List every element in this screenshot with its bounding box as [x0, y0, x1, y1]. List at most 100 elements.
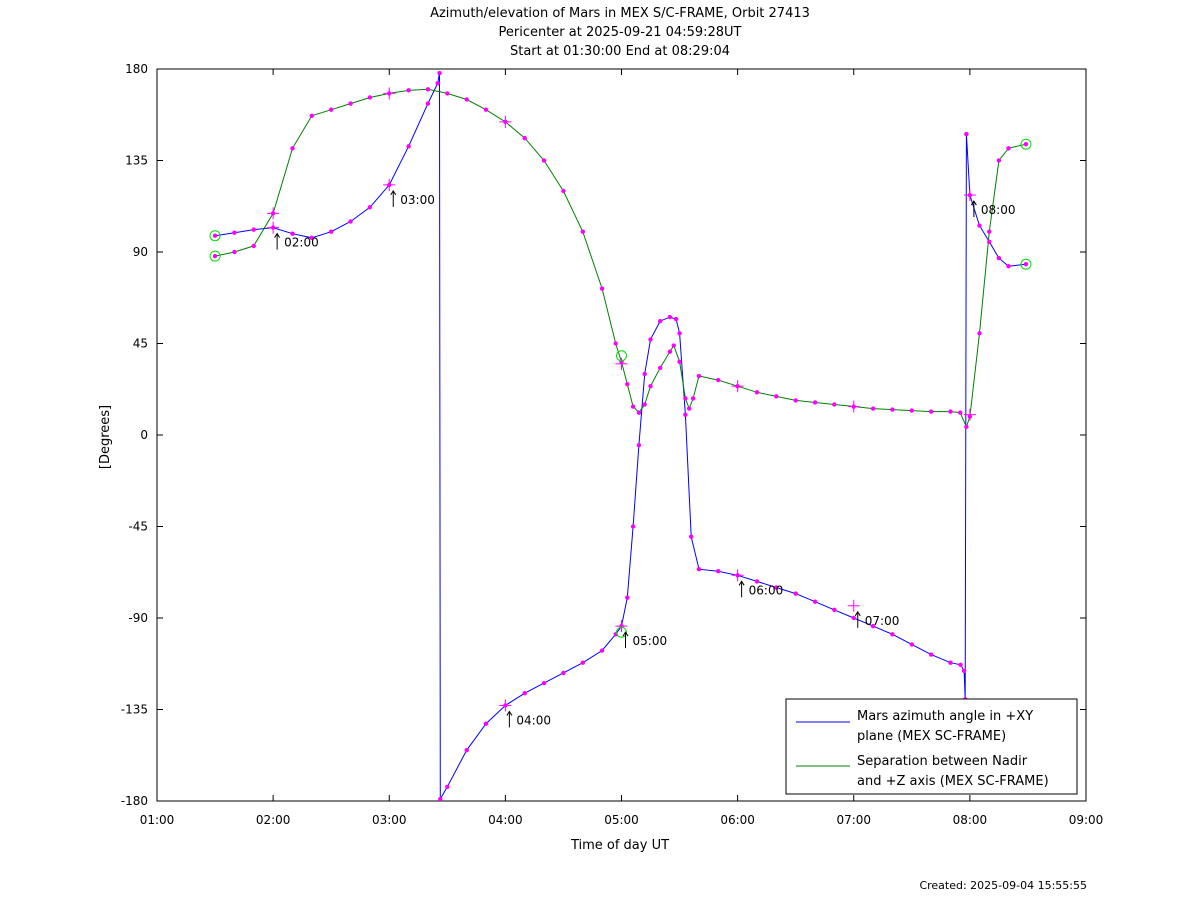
y-tick-label: -135	[121, 703, 148, 717]
marker-layer	[209, 70, 1032, 802]
x-tick-label: 04:00	[488, 813, 523, 827]
data-point-dot	[328, 107, 334, 112]
data-point-dot	[977, 331, 982, 336]
data-point-dot	[870, 623, 876, 629]
data-point-dot	[929, 652, 934, 657]
time-annotation: 06:00	[738, 580, 784, 598]
legend: Mars azimuth angle in +XY plane (MEX SC-…	[785, 698, 1078, 795]
data-point-dot	[367, 95, 373, 100]
data-point-dot	[630, 524, 636, 529]
legend-label-separation-line-1: Separation between Nadir	[857, 754, 1028, 769]
time-annotation-label: 06:00	[749, 583, 784, 597]
data-point-dot	[673, 316, 679, 322]
time-annotation-label: 08:00	[981, 203, 1016, 217]
y-tick-label: -180	[121, 794, 148, 808]
data-point-dot	[599, 648, 605, 653]
hour-marker-cross	[383, 178, 396, 191]
data-point-dot	[580, 660, 586, 665]
time-annotation: 07:00	[854, 610, 900, 628]
hour-marker-cross	[615, 620, 628, 633]
data-point-dot	[1006, 264, 1011, 269]
data-point-dot	[630, 404, 636, 409]
y-axis-label: [Degrees]	[98, 405, 113, 469]
data-point-dot	[561, 188, 566, 194]
time-annotation-label: 07:00	[865, 614, 900, 628]
time-annotation: 05:00	[622, 631, 668, 649]
time-annotation-arrowhead	[274, 232, 281, 238]
hour-marker-cross	[731, 569, 744, 582]
data-point-dot	[309, 113, 314, 118]
x-tick-label: 05:00	[604, 813, 639, 827]
data-point-dot	[642, 371, 647, 377]
data-point-dot	[851, 615, 856, 621]
data-point-dot	[832, 402, 837, 407]
hour-marker-cross	[383, 87, 396, 100]
x-tick-label: 07:00	[836, 813, 871, 827]
x-tick-label: 02:00	[256, 813, 291, 827]
data-point-dot	[1023, 262, 1029, 267]
data-point-dot	[948, 409, 953, 414]
time-annotation-arrowhead	[738, 580, 745, 586]
data-point-dot	[987, 239, 992, 245]
time-annotation-label: 05:00	[633, 634, 668, 648]
data-point-dot	[636, 442, 642, 448]
x-tick-label: 09:00	[1069, 813, 1104, 827]
data-point-dot	[793, 398, 798, 403]
data-point-dot	[648, 337, 653, 342]
data-point-dot	[483, 107, 489, 112]
hour-marker-cross	[499, 115, 512, 128]
data-point-dot	[754, 579, 760, 584]
data-point-dot	[561, 670, 566, 676]
data-point-dot	[328, 229, 334, 234]
time-annotation: 08:00	[970, 200, 1016, 218]
data-point-dot	[687, 406, 692, 411]
data-point-dot	[977, 223, 982, 228]
data-point-dot	[290, 231, 295, 236]
legend-box	[785, 698, 1078, 795]
chart-title-line-3: Start at 01:30:00 End at 08:29:04	[510, 44, 730, 59]
y-tick-label: 90	[133, 245, 148, 259]
data-point-dot	[367, 205, 373, 210]
data-point-dot	[1023, 142, 1029, 147]
time-annotation-arrowhead	[390, 189, 397, 196]
data-point-dot	[541, 158, 547, 163]
separation-series-line	[214, 88, 1027, 429]
hour-marker-cross	[499, 699, 512, 712]
data-point-dot	[425, 101, 431, 106]
data-point-dot	[964, 424, 969, 430]
time-annotation: 03:00	[390, 189, 435, 207]
data-point-dot	[1006, 146, 1011, 151]
hour-marker-cross	[731, 380, 744, 393]
data-point-dot	[212, 253, 218, 259]
x-tick-label: 03:00	[372, 813, 407, 827]
time-annotation-arrowhead	[970, 200, 977, 206]
data-point-dot	[251, 243, 256, 249]
time-annotation: 04:00	[506, 710, 551, 728]
y-tick-label: 135	[125, 154, 148, 168]
data-point-dot	[636, 410, 642, 415]
chart-title-line-2: Pericenter at 2025-09-21 04:59:28UT	[498, 25, 741, 40]
data-point-dot	[870, 406, 876, 411]
data-point-dot	[212, 233, 218, 238]
data-point-dot	[599, 286, 605, 291]
data-point-dot	[232, 249, 237, 255]
data-point-dot	[948, 660, 953, 665]
hour-marker-cross	[963, 189, 976, 202]
endpoint-circle-marker	[1020, 138, 1032, 150]
data-point-dot	[683, 412, 688, 417]
chart-title: Azimuth/elevation of Mars in MEX S/C-FRA…	[430, 6, 810, 59]
hour-marker-cross	[267, 221, 280, 234]
endpoint-circle-marker	[616, 350, 627, 362]
data-point-dot	[696, 373, 702, 379]
data-point-dot	[290, 146, 295, 151]
plot-frame	[156, 68, 1087, 802]
data-point-dot	[445, 784, 450, 789]
hour-marker-cross	[963, 408, 976, 421]
chart-title-line-1: Azimuth/elevation of Mars in MEX S/C-FRA…	[430, 6, 810, 21]
data-point-dot	[696, 567, 702, 572]
endpoint-circle-marker	[209, 250, 221, 262]
data-point-dot	[677, 359, 682, 364]
x-axis: 01:00 02:00 03:00 04:00 05:00 06:00 07:00 08:00…	[140, 69, 1104, 827]
data-point-dot	[716, 569, 721, 574]
y-tick-label: -90	[128, 611, 148, 625]
